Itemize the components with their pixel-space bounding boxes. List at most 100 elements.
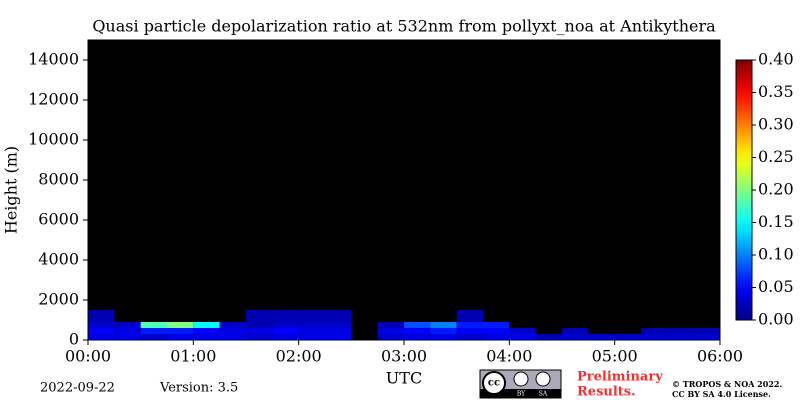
colorbar-tick-label: 0.00 <box>758 310 794 329</box>
y-tick-label: 0 <box>69 330 79 349</box>
heat-cell <box>272 328 299 334</box>
heat-cell <box>219 334 246 340</box>
heat-cell <box>404 322 431 328</box>
y-tick-label: 10000 <box>28 130 79 149</box>
heat-cell <box>404 328 431 334</box>
heat-cell <box>88 328 115 334</box>
logo-by: BY <box>517 391 526 398</box>
y-axis-label: Height (m) <box>2 146 21 234</box>
license-logo: cc BY SA <box>479 369 562 399</box>
colorbar-tick-label: 0.25 <box>758 147 794 166</box>
heat-cell <box>219 328 246 334</box>
heat-cell <box>535 334 562 340</box>
x-tick-label: 01:00 <box>170 347 216 366</box>
heat-cell <box>641 334 668 340</box>
y-tick-label: 6000 <box>38 210 79 229</box>
x-tick-label: 04:00 <box>486 347 532 366</box>
plot-background <box>88 40 720 340</box>
heat-cell <box>246 322 273 328</box>
heat-cell <box>298 334 325 340</box>
preliminary: Results. <box>577 385 636 400</box>
heat-cell <box>298 310 325 322</box>
x-tick-label: 06:00 <box>697 347 743 366</box>
heat-cell <box>140 322 167 328</box>
heat-cell <box>193 334 220 340</box>
heat-cell <box>430 328 457 334</box>
heat-cell <box>430 322 457 328</box>
heat-cell <box>167 322 194 328</box>
heat-cell <box>456 334 483 340</box>
copyright: CC BY SA 4.0 License. <box>672 389 771 399</box>
svg-text:cc: cc <box>488 378 500 389</box>
heat-cell <box>246 334 273 340</box>
y-tick-label: 12000 <box>28 90 79 109</box>
heat-cell <box>483 322 510 328</box>
heat-cell <box>114 334 141 340</box>
heat-cell <box>325 334 352 340</box>
heat-cell <box>246 310 273 322</box>
date: 2022-09-22 <box>40 381 115 396</box>
heat-cell <box>562 334 589 340</box>
heat-cell <box>693 334 720 340</box>
heat-cell <box>272 322 299 328</box>
colorbar-tick-label: 0.35 <box>758 82 794 101</box>
heat-cell <box>325 328 352 334</box>
heat-cell <box>562 328 589 334</box>
heat-cell <box>377 334 404 340</box>
x-axis-label: UTC <box>386 369 422 388</box>
x-tick-label: 05:00 <box>592 347 638 366</box>
heat-cell <box>325 322 352 328</box>
heat-cell <box>483 334 510 340</box>
heat-cell <box>667 328 694 334</box>
heat-cell <box>167 334 194 340</box>
heat-cell <box>193 322 220 328</box>
heat-cell <box>167 328 194 334</box>
heat-cell <box>509 328 536 334</box>
colorbar-tick-label: 0.05 <box>758 277 794 296</box>
heat-cell <box>88 334 115 340</box>
heat-cell <box>140 328 167 334</box>
heat-cell <box>298 322 325 328</box>
version: Version: 3.5 <box>159 381 238 396</box>
heat-cell <box>614 334 641 340</box>
x-tick-label: 00:00 <box>65 347 111 366</box>
heat-cell <box>456 328 483 334</box>
heat-cell <box>114 322 141 328</box>
heat-cell <box>693 328 720 334</box>
heat-cell <box>219 322 246 328</box>
heat-cell <box>88 322 115 328</box>
heat-cell <box>140 334 167 340</box>
heat-cell <box>588 334 615 340</box>
heat-cell <box>272 310 299 322</box>
heat-cell <box>456 310 483 322</box>
y-tick-label: 2000 <box>38 290 79 309</box>
heat-cell <box>483 328 510 334</box>
heat-cell <box>641 328 668 334</box>
y-tick-label: 8000 <box>38 170 79 189</box>
chart-title: Quasi particle depolarization ratio at 5… <box>92 17 716 36</box>
x-tick-label: 02:00 <box>276 347 322 366</box>
heat-cell <box>114 328 141 334</box>
heat-cell <box>377 322 404 328</box>
colorbar-tick-label: 0.30 <box>758 115 794 134</box>
colorbar-tick-label: 0.20 <box>758 180 794 199</box>
preliminary: Preliminary <box>577 370 663 385</box>
colorbar-tick-label: 0.10 <box>758 245 794 264</box>
colorbar-tick-label: 0.40 <box>758 50 794 69</box>
heat-cell <box>404 334 431 340</box>
heat-cell <box>298 328 325 334</box>
heat-cell <box>325 310 352 322</box>
y-tick-label: 4000 <box>38 250 79 269</box>
y-tick-label: 14000 <box>28 50 79 69</box>
heat-cell <box>246 328 273 334</box>
heat-cell <box>377 328 404 334</box>
heat-cell <box>88 310 115 322</box>
heat-cell <box>456 322 483 328</box>
heat-cell <box>272 334 299 340</box>
heat-cell <box>509 334 536 340</box>
heat-cell <box>430 334 457 340</box>
copyright: © TROPOS & NOA 2022. <box>672 379 782 389</box>
heat-cell <box>667 334 694 340</box>
logo-sa: SA <box>539 391 548 398</box>
